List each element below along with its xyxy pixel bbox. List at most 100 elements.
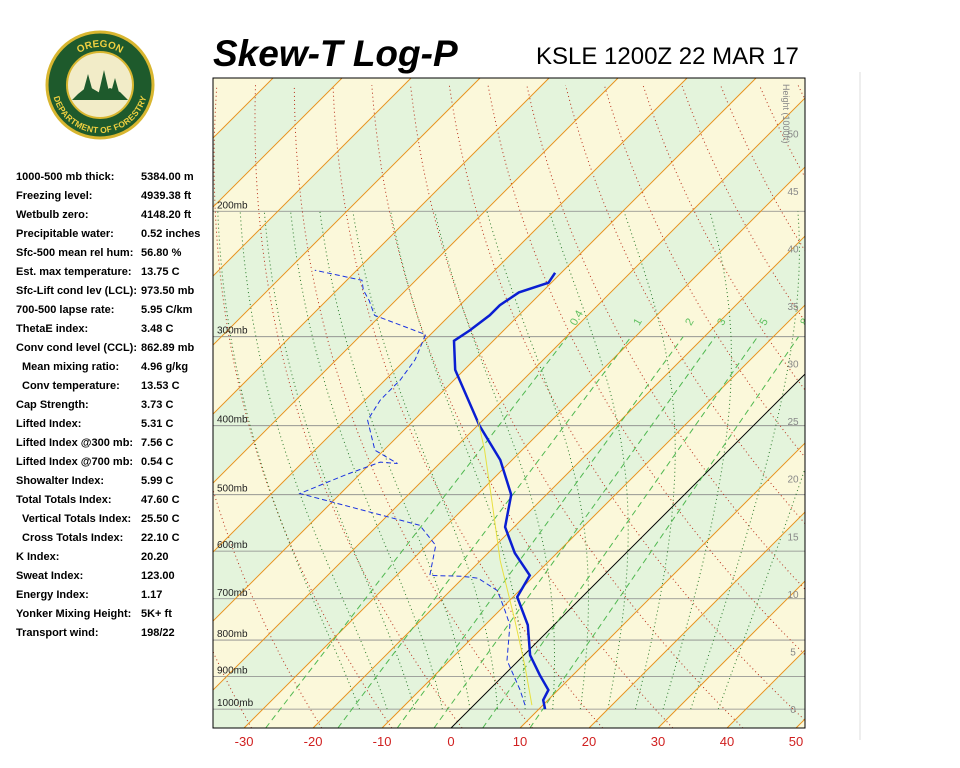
- index-label: Lifted Index @300 mb:: [16, 437, 133, 449]
- index-value: 5384.00 m: [141, 171, 194, 183]
- dewpoint-line: [298, 269, 526, 706]
- y2-tick-label: 30: [787, 360, 799, 371]
- chart-title: Skew-T Log-P: [213, 33, 458, 74]
- index-value: 5.99 C: [141, 475, 173, 487]
- plot-frame: [212, 77, 806, 729]
- index-value: 5.31 C: [141, 418, 173, 430]
- index-label: 700-500 lapse rate:: [16, 304, 114, 316]
- index-label: Sweat Index:: [16, 570, 83, 582]
- index-label: Sfc-Lift cond lev (LCL):: [16, 285, 137, 297]
- x-tick-label: -10: [373, 734, 392, 749]
- index-label: Cross Totals Index:: [22, 532, 123, 544]
- temperature-band: [213, 78, 805, 691]
- isotherm: [865, 78, 960, 728]
- index-value: 4148.20 ft: [141, 209, 191, 221]
- isotherm-grid-line: [795, 718, 805, 728]
- mixing-ratio-line: [529, 336, 799, 728]
- y2-tick-label: 25: [787, 417, 799, 428]
- index-label: Cap Strength:: [16, 399, 89, 411]
- dry-adiabat: [254, 85, 463, 728]
- index-value: 0.54 C: [141, 456, 173, 468]
- index-value: 4.96 g/kg: [141, 361, 188, 373]
- index-value: 56.80 %: [141, 247, 182, 259]
- index-value: 13.75 C: [141, 266, 180, 278]
- y-tick-label: 600mb: [217, 540, 248, 551]
- isotherm: [213, 78, 757, 622]
- dry-adiabat: [797, 84, 805, 101]
- y-tick-label: 500mb: [217, 484, 248, 495]
- index-value: 973.50 mb: [141, 285, 194, 297]
- isotherm: [213, 78, 619, 484]
- y2-tick-label: 0: [790, 705, 796, 716]
- index-label: Lifted Index @700 mb:: [16, 456, 133, 468]
- mixing-ratio-label: 1: [631, 316, 644, 327]
- y-tick-label: 200mb: [217, 200, 248, 211]
- plot-area: 0.4 1 2 3 5 8: [213, 78, 960, 728]
- index-value: 198/22: [141, 627, 175, 639]
- index-label: Freezing level:: [16, 190, 92, 202]
- y2-tick-label: 35: [787, 302, 799, 313]
- x-tick-label: 10: [513, 734, 527, 749]
- index-value: 1.17: [141, 589, 162, 601]
- axes: 1000mb 900mb 800mb 700mb 600mb 500mb 400mb 300m…: [217, 84, 803, 749]
- moist-adiabat: [486, 211, 589, 710]
- mixing-ratio-line: [265, 336, 568, 728]
- y-tick-label: 400mb: [217, 415, 248, 426]
- index-label: Showalter Index:: [16, 475, 104, 487]
- logo-top-text: OREGON: [75, 39, 125, 56]
- moist-adiabat: [390, 211, 526, 710]
- index-value: 3.73 C: [141, 399, 173, 411]
- dry-adiabat: [448, 85, 805, 722]
- mixing-ratio-label: 3: [715, 316, 728, 327]
- y-tick-label: 800mb: [217, 629, 248, 640]
- index-value: 5K+ ft: [141, 608, 172, 620]
- index-value: 25.50 C: [141, 513, 180, 525]
- x-tick-label: 40: [720, 734, 734, 749]
- logo-top: OREGON: [75, 39, 125, 56]
- index-label: Precipitable water:: [16, 228, 114, 240]
- isotherm: [213, 97, 805, 691]
- logo-center: [66, 51, 134, 119]
- dry-adiabat: [487, 85, 805, 656]
- index-value: 0.52 inches: [141, 228, 200, 240]
- index-label: Wetbulb zero:: [16, 209, 89, 221]
- logo: OREGON DEPARTMENT OF FORESTRY: [45, 30, 155, 140]
- index-value: 4939.38 ft: [141, 190, 191, 202]
- isotherm: [213, 78, 481, 346]
- isotherm: [213, 78, 343, 208]
- x-tick-label: 30: [651, 734, 665, 749]
- mixing-ratio-label: 5: [757, 316, 770, 327]
- y2-tick-label: 10: [787, 590, 799, 601]
- y2-tick-label: 5: [790, 647, 796, 658]
- isotherm: [213, 78, 688, 553]
- temperature-band: [796, 719, 805, 728]
- dry-adiabat: [876, 85, 960, 728]
- index-label: Lifted Index:: [16, 418, 81, 430]
- index-label: Energy Index:: [16, 589, 89, 601]
- index-label: K Index:: [16, 551, 59, 563]
- isotherm: [213, 78, 412, 277]
- dry-adiabat: [213, 85, 393, 728]
- x-tick-label: -30: [235, 734, 254, 749]
- mixing-ratio-label: 2: [683, 316, 696, 327]
- dry-adiabat: [837, 85, 960, 728]
- logo-trees: [82, 70, 120, 96]
- x-tick-label: -20: [304, 734, 323, 749]
- moist-adiabat: [434, 211, 555, 710]
- index-label: Mean mixing ratio:: [22, 361, 119, 373]
- dry-adiabat: [410, 85, 744, 728]
- isotherm: [213, 78, 550, 415]
- x-tick-label: 50: [789, 734, 803, 749]
- chart-subtitle: KSLE 1200Z 22 MAR 17: [536, 43, 799, 70]
- y2-tick-label: 40: [787, 244, 799, 255]
- dry-adiabat: [371, 85, 674, 728]
- index-label: 1000-500 mb thick:: [16, 171, 114, 183]
- index-value: 123.00: [141, 570, 175, 582]
- temperature-band: [213, 98, 805, 728]
- dry-adiabat: [603, 84, 805, 458]
- isotherm-grid-line: [243, 166, 805, 728]
- index-value: 20.20: [141, 551, 169, 563]
- index-label: Conv temperature:: [22, 380, 120, 392]
- temperature-line: [452, 272, 557, 710]
